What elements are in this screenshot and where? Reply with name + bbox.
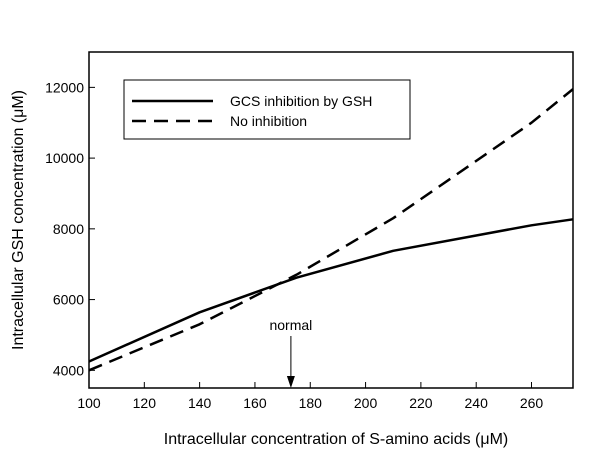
x-tick-label: 160	[243, 395, 267, 411]
x-tick-label: 200	[354, 395, 378, 411]
legend-label-gcs: GCS inhibition by GSH	[230, 93, 372, 109]
x-tick-label: 220	[409, 395, 433, 411]
y-tick-label: 8000	[53, 221, 84, 237]
legend-box	[123, 79, 411, 140]
x-tick-label: 180	[299, 395, 323, 411]
y-tick-label: 4000	[53, 362, 84, 378]
series-line-1	[88, 88, 574, 372]
y-axis: 4000 6000 8000 10000 12000	[45, 79, 95, 378]
legend-label-no-inhibition: No inhibition	[230, 113, 307, 129]
annotation-arrow-head	[286, 376, 295, 388]
x-tick-label: 240	[465, 395, 489, 411]
legend: GCS inhibition by GSH No inhibition	[123, 79, 411, 140]
annotation-label: normal	[269, 317, 312, 333]
y-tick-label: 10000	[45, 150, 84, 166]
y-tick-label: 12000	[45, 79, 84, 95]
y-axis-title: Intracellular GSH concentration (μM)	[10, 90, 27, 350]
x-tick-label: 140	[188, 395, 212, 411]
series-line-0	[88, 218, 574, 363]
x-tick-label: 100	[77, 395, 101, 411]
x-tick-label: 120	[133, 395, 157, 411]
annotation-layer: normal	[269, 317, 312, 388]
y-tick-label: 6000	[53, 292, 84, 308]
x-axis-title: Intracellular concentration of S-amino a…	[164, 431, 508, 448]
series-layer	[88, 88, 574, 372]
x-axis: 100 120 140 160 180 200 220 240 260	[77, 382, 543, 411]
x-tick-label: 260	[520, 395, 544, 411]
